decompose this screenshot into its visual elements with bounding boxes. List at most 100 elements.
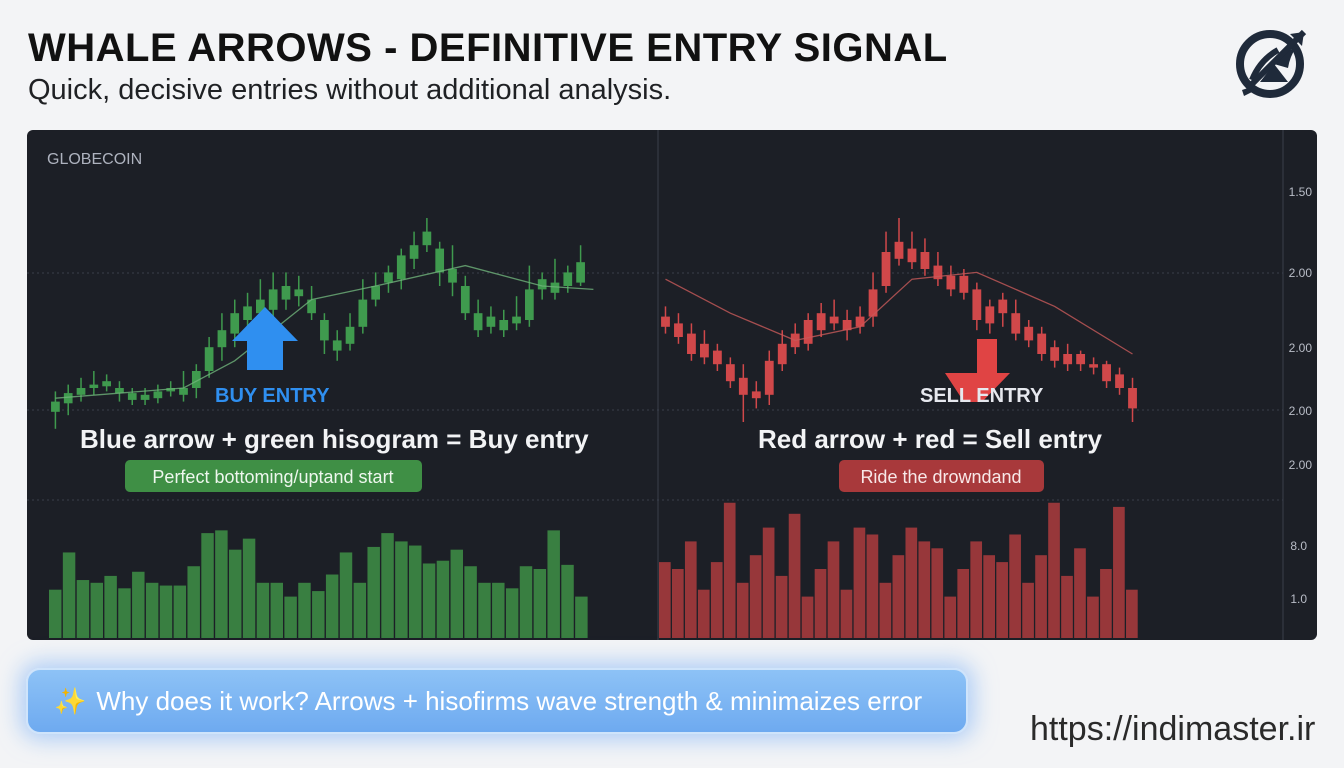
bear-volume-bar: [775, 575, 788, 638]
candlestick-chart: BUY ENTRY SELL ENTRY GLOBECOIN Blue arro…: [27, 130, 1313, 640]
bull-volume-bar: [519, 566, 533, 638]
bull-moving-average: [55, 264, 594, 399]
bear-candle: [829, 316, 839, 324]
site-url[interactable]: https://indimaster.ir: [1030, 710, 1316, 748]
buy-badge: Perfect bottoming/uptand start: [152, 467, 393, 487]
bull-candle: [115, 388, 124, 394]
bear-candle: [1102, 364, 1111, 382]
buy-caption: Blue arrow + green hisogram = Buy entry: [80, 424, 589, 454]
bull-candle: [102, 381, 111, 387]
price-tick-label: 2.00: [1289, 266, 1313, 280]
volume-tick-label: 1.0: [1290, 592, 1307, 606]
bear-candle: [816, 313, 826, 331]
bull-volume-bar: [547, 530, 560, 638]
bull-candle: [576, 262, 585, 283]
bull-volume-bar: [229, 549, 242, 638]
bear-volume-bar: [892, 555, 905, 638]
moving-averages: [55, 264, 1133, 399]
bear-volume-bar: [1100, 569, 1112, 638]
bear-volume-bar: [710, 562, 723, 638]
bull-candle: [281, 286, 291, 300]
bull-candle: [460, 286, 470, 314]
bear-volume-bar: [905, 527, 918, 638]
bull-candle: [307, 299, 316, 314]
bear-volume-bar: [749, 555, 762, 638]
bear-candle: [674, 323, 683, 337]
bear-candle: [998, 299, 1008, 314]
bull-candle: [525, 289, 534, 320]
bull-volume-bar: [132, 571, 145, 638]
bull-candle: [191, 371, 201, 388]
bull-volume-bar: [533, 569, 547, 638]
bull-volume-bar: [422, 563, 436, 638]
bear-volume-bar: [1126, 589, 1138, 638]
bull-candle: [332, 340, 342, 351]
bear-volume-bar: [1061, 575, 1073, 638]
bear-volume-bar: [983, 555, 995, 638]
bull-volume-bar: [284, 596, 297, 638]
bear-candle: [920, 252, 930, 269]
bull-volume-bar: [561, 564, 574, 638]
candles: [51, 218, 1137, 429]
bull-candle: [179, 388, 188, 395]
sell-badge-bg: [839, 460, 1044, 492]
bull-volume-bar: [505, 588, 519, 638]
sell-caption: Red arrow + red = Sell entry: [758, 424, 1102, 454]
bull-volume-bar: [575, 596, 588, 638]
sparkle-icon: ✨: [54, 685, 87, 716]
buy-entry-label: BUY ENTRY: [215, 385, 330, 407]
bull-candle: [76, 388, 86, 395]
bear-candle: [881, 252, 891, 286]
bear-candle: [1128, 388, 1137, 409]
bear-candle: [842, 320, 852, 331]
bear-volume-bar: [879, 582, 892, 638]
bull-volume-bar: [353, 582, 367, 638]
bear-candle: [725, 364, 735, 382]
bull-candle: [153, 391, 163, 399]
bull-candle: [512, 316, 521, 324]
bull-volume-bar: [215, 530, 228, 638]
bull-volume-bar: [298, 582, 311, 638]
bull-volume-bar: [492, 582, 505, 638]
bull-candle: [499, 320, 509, 331]
bull-candle: [396, 255, 406, 280]
bear-volume-bar: [814, 569, 827, 638]
bear-moving-average: [665, 271, 1133, 355]
bear-candle: [972, 289, 982, 320]
bear-volume-bar: [931, 548, 944, 638]
symbol-label: GLOBECOIN: [47, 151, 142, 168]
bull-candle: [268, 289, 278, 310]
bear-candle: [738, 377, 748, 395]
bull-volume-bar: [159, 585, 173, 638]
bull-candle: [243, 306, 252, 320]
price-tick-label: 1.50: [1289, 185, 1313, 199]
chart-grid: [27, 130, 1284, 640]
bear-candle: [933, 265, 943, 280]
bull-volume-bar: [76, 580, 90, 638]
bull-candle: [409, 245, 419, 259]
bull-candle: [537, 279, 547, 290]
bull-volume-bar: [118, 588, 131, 638]
bear-volume-bar: [944, 596, 957, 638]
bull-volume-bar: [464, 566, 477, 638]
bear-candle: [687, 333, 696, 354]
bear-candle: [1063, 354, 1073, 365]
sell-badge: Ride the drowndand: [860, 467, 1021, 487]
bear-volume-bar: [1113, 506, 1125, 638]
bull-candle: [140, 394, 150, 400]
bear-volume-bar: [723, 502, 736, 638]
bear-candle: [868, 289, 878, 317]
bull-volume-bar: [367, 546, 380, 638]
bull-candle: [127, 393, 137, 400]
bear-volume-bar: [684, 541, 697, 638]
bull-candle: [435, 248, 445, 273]
bull-candle: [294, 289, 304, 297]
buy-badge-bg: [125, 460, 422, 492]
volume-tick-label: 8.0: [1290, 539, 1307, 553]
bull-volume-bar: [145, 582, 159, 638]
bear-volume-bar: [1087, 596, 1099, 638]
bear-candle: [894, 241, 904, 259]
bear-volume-bar: [801, 596, 814, 638]
bull-candle: [230, 313, 240, 334]
bull-candle: [256, 299, 265, 314]
